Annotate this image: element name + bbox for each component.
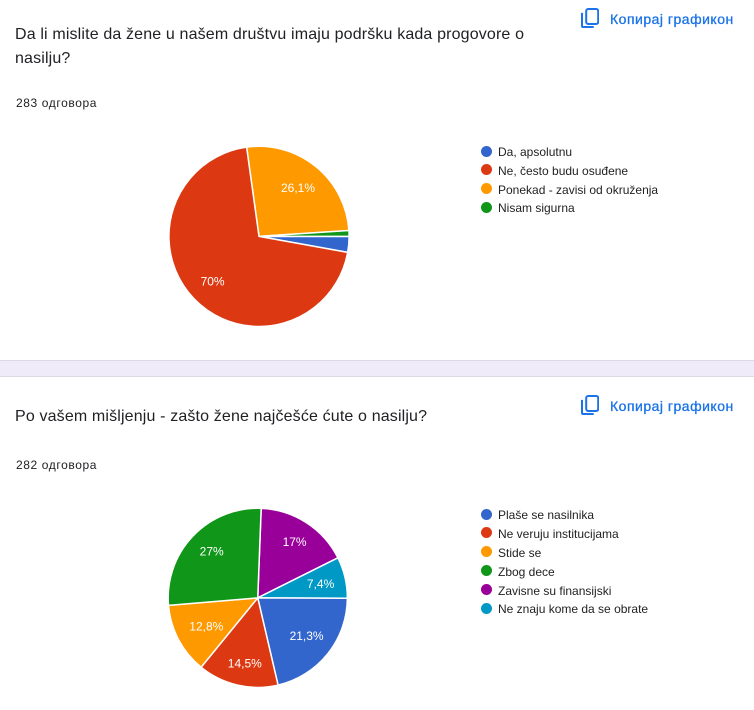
svg-text:26,1%: 26,1% (281, 181, 315, 195)
svg-text:27%: 27% (200, 545, 224, 559)
svg-text:17%: 17% (283, 535, 307, 549)
svg-text:7,4%: 7,4% (307, 577, 335, 591)
svg-text:21,3%: 21,3% (290, 629, 324, 643)
svg-text:70%: 70% (201, 274, 225, 288)
svg-text:14,5%: 14,5% (228, 657, 262, 671)
svg-text:12,8%: 12,8% (189, 620, 223, 634)
